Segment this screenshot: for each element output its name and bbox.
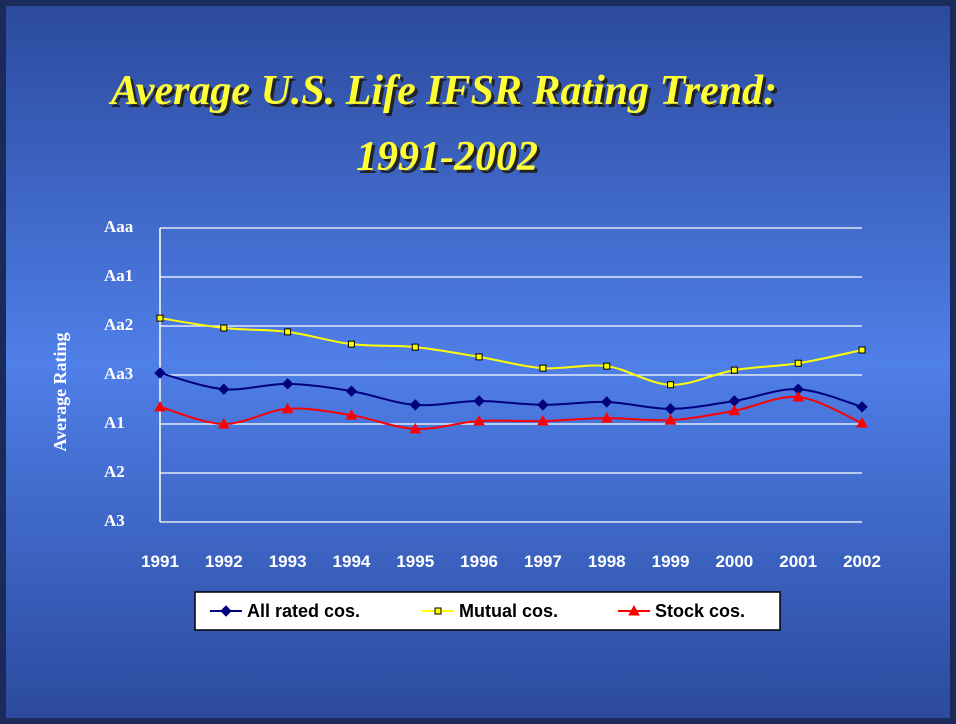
- marker: [345, 409, 358, 420]
- legend-label: Stock cos.: [655, 601, 745, 621]
- line: [159, 372, 863, 410]
- marker: [794, 359, 802, 367]
- line: [159, 395, 863, 430]
- marker: [220, 324, 228, 332]
- marker: [156, 314, 164, 322]
- x-tick-label: 1991: [141, 552, 179, 571]
- marker: [664, 414, 677, 425]
- marker: [664, 403, 677, 415]
- y-tick-label: Aa2: [104, 315, 133, 334]
- marker: [601, 396, 613, 408]
- marker: [281, 378, 294, 390]
- marker: [409, 399, 421, 411]
- marker: [345, 385, 358, 397]
- x-tick-label: 1999: [652, 552, 690, 571]
- title-shadow: Average U.S. Life IFSR Rating Trend:: [111, 71, 780, 117]
- marker: [539, 364, 547, 372]
- marker: [730, 366, 738, 374]
- line: [159, 317, 863, 386]
- legend-label: Mutual cos.: [459, 601, 558, 621]
- y-tick-label: Aaa: [104, 217, 134, 236]
- legend: [194, 591, 781, 631]
- marker: [411, 343, 419, 351]
- marker: [858, 346, 866, 354]
- marker: [728, 404, 741, 416]
- x-tick-label: 1995: [396, 552, 434, 571]
- marker: [475, 353, 483, 361]
- y-tick-label: Aa1: [104, 266, 133, 285]
- marker: [537, 415, 549, 426]
- marker: [603, 362, 611, 370]
- x-tick-label: 1998: [588, 552, 626, 571]
- subtitle-shadow: 1991-2002: [359, 137, 541, 183]
- x-tick-label: 1993: [269, 552, 307, 571]
- x-tick-label: 2002: [843, 552, 881, 571]
- marker: [600, 412, 613, 423]
- marker: [473, 395, 485, 407]
- x-tick-label: 2001: [779, 552, 817, 571]
- marker: [792, 391, 805, 402]
- marker: [434, 607, 442, 615]
- marker: [284, 328, 292, 336]
- chart-subtitle: 1991-2002: [356, 134, 538, 180]
- x-tick-label: 1994: [333, 552, 371, 571]
- marker: [537, 399, 549, 411]
- legend-label: All rated cos.: [247, 601, 360, 621]
- marker: [409, 422, 422, 434]
- marker: [220, 605, 232, 617]
- marker: [154, 400, 166, 412]
- marker: [347, 340, 355, 348]
- y-tick-label: A2: [104, 462, 125, 481]
- y-axis-label: Average Rating: [50, 332, 70, 451]
- marker: [856, 416, 868, 428]
- y-tick-label: Aa3: [104, 364, 133, 383]
- x-tick-label: 2000: [715, 552, 753, 571]
- marker: [217, 417, 230, 429]
- marker: [856, 401, 868, 413]
- chart-title: Average U.S. Life IFSR Rating Trend:: [108, 68, 777, 114]
- marker: [218, 383, 230, 395]
- x-tick-label: 1992: [205, 552, 243, 571]
- marker: [628, 604, 640, 616]
- marker: [281, 402, 294, 414]
- marker: [667, 381, 675, 389]
- marker: [154, 367, 166, 379]
- marker: [473, 415, 485, 426]
- y-tick-label: A1: [104, 413, 125, 432]
- x-tick-label: 1997: [524, 552, 562, 571]
- y-tick-label: A3: [104, 511, 125, 530]
- x-tick-label: 1996: [460, 552, 498, 571]
